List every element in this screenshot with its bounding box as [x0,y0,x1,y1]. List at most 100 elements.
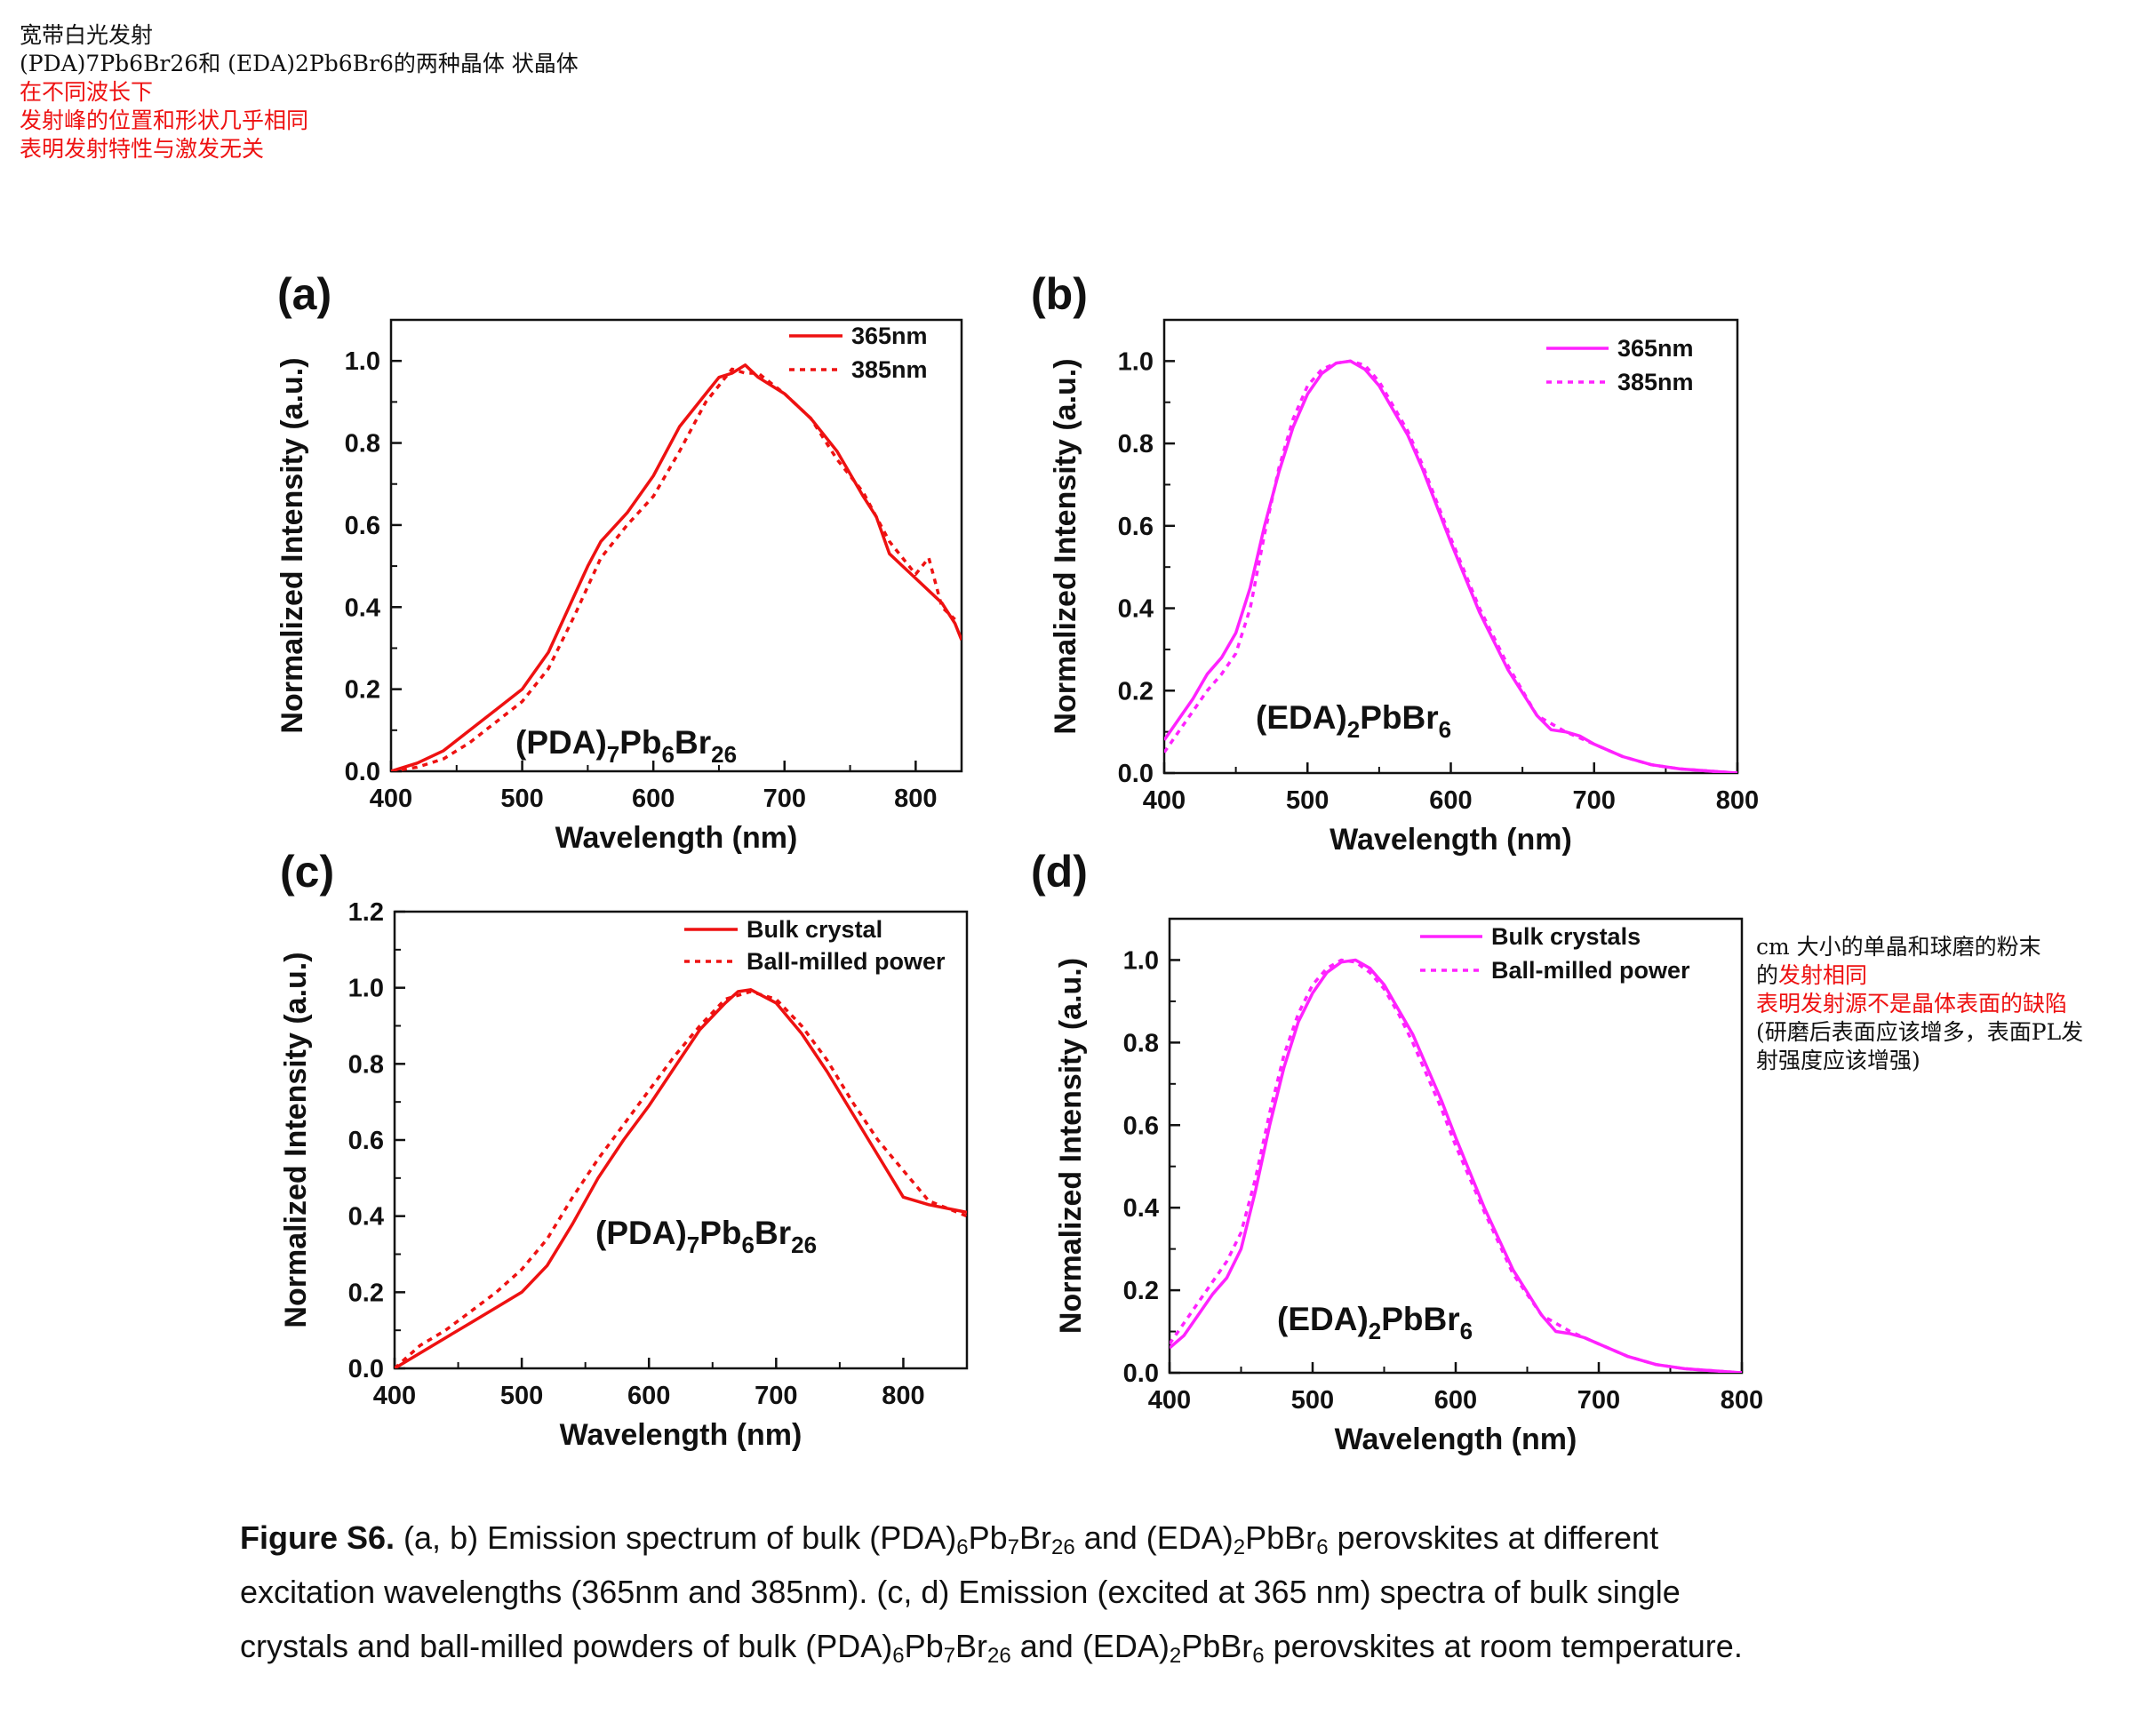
legend-label: 385nm [851,356,928,383]
series-line-2 [395,990,967,1368]
series-line-2 [391,367,956,771]
legend-label: 385nm [1617,369,1694,395]
y-tick-label: 0.0 [345,758,380,786]
x-tick-label: 600 [627,1382,670,1410]
x-tick-label: 400 [1148,1386,1191,1415]
note-line: cm 大小的单晶和球磨的粉末 [1756,934,2041,960]
x-tick-label: 700 [1577,1386,1620,1415]
x-tick-label: 700 [755,1382,797,1410]
x-tick-label: 400 [1143,786,1186,815]
caption-line-1: Figure S6. (a, b) Emission spectrum of b… [240,1519,1659,1559]
y-tick-label: 0.6 [345,512,380,540]
x-tick-label: 800 [882,1382,924,1410]
note-line: 表明发射源不是晶体表面的缺陷 [1756,991,2068,1016]
figure-caption: Figure S6. (a, b) Emission spectrum of b… [240,1511,2106,1673]
legend-label: 365nm [851,323,928,349]
x-axis-title: Wavelength (nm) [555,821,798,855]
x-tick-label: 500 [1286,786,1329,815]
y-tick-label: 0.4 [348,1203,384,1232]
note-prefix: 的 [1756,962,1779,988]
series-line-1 [391,363,962,771]
side-annotation-notes: cm 大小的单晶和球磨的粉末 的发射相同 表明发射源不是晶体表面的缺陷 (研磨后… [1756,933,2083,1075]
y-tick-label: 0.8 [348,1050,384,1079]
series-line-1 [1164,359,1737,773]
panel-label: (b) [1031,269,1088,319]
y-tick-label: 1.0 [1118,347,1154,376]
x-tick-label: 400 [370,785,412,813]
x-tick-label: 500 [500,785,543,813]
x-tick-label: 400 [373,1382,416,1410]
x-tick-label: 500 [500,1382,543,1410]
y-tick-label: 0.2 [348,1279,384,1307]
plot-frame [389,318,963,773]
y-tick-label: 0.8 [1123,1029,1159,1057]
compound-label: (EDA)2PbBr6 [1277,1301,1473,1344]
chart-panel-2: 400 500 600 700 800 0.0 0.2 0.4 0.6 0.8 1.0 Wavelen… [1031,269,1759,857]
y-tick-label: 0.0 [1123,1359,1159,1388]
y-tick-label: 1.0 [345,347,380,376]
note-line: 发射峰的位置和形状几乎相同 [20,108,309,133]
y-tick-label: 0.0 [348,1355,384,1383]
x-tick-label: 800 [1721,1386,1763,1415]
legend-label: Ball-milled power [747,948,946,975]
y-tick-label: 0.4 [345,594,380,622]
y-tick-label: 1.0 [1123,946,1159,975]
y-axis-title: Normalized Intensity (a.u.) [279,952,313,1327]
chart-panel-4: 400 500 600 700 800 0.0 0.2 0.4 0.6 0.8 1.0 Wavelen… [1031,847,1763,1456]
x-tick-label: 800 [894,785,937,813]
chart-panel-3: 400 500 600 700 800 0.0 0.2 0.4 0.6 0.8 1.0 1.2 Wave… [279,847,969,1452]
y-tick-label: 0.4 [1123,1194,1159,1223]
compound-label: (PDA)7Pb6Br26 [595,1215,817,1258]
series-line-2 [1164,359,1737,773]
y-axis-title: Normalized Intensity (a.u.) [1054,958,1088,1334]
y-tick-label: 1.0 [348,975,384,1003]
panel-label: (c) [280,847,334,897]
x-axis-title: Wavelength (nm) [1335,1423,1577,1456]
y-tick-label: 0.8 [345,430,380,458]
note-line: 射强度应该增强) [1756,1048,1920,1073]
y-tick-label: 1.2 [348,898,384,927]
y-tick-label: 0.6 [1118,513,1154,541]
panel-label: (d) [1031,847,1088,897]
compound-label: (PDA)7Pb6Br26 [515,724,737,768]
note-line: 表明发射特性与激发无关 [20,136,265,162]
y-axis-title: Normalized Intensity (a.u.) [275,357,309,733]
x-tick-label: 700 [763,785,806,813]
x-tick-label: 600 [632,785,675,813]
chart-panel-1: 400 500 600 700 800 0.0 0.2 0.4 0.6 0.8 1.0 Wavelen… [275,269,963,855]
top-annotation-notes: 宽带白光发射 (PDA)7Pb6Br26和 (EDA)2Pb6Br6的两种晶体 … [20,21,579,163]
y-tick-label: 0.6 [348,1127,384,1155]
legend-label: Ball-milled power [1491,957,1690,984]
y-tick-label: 0.2 [1118,677,1154,706]
y-tick-label: 0.2 [1123,1277,1159,1305]
legend-label: 365nm [1617,335,1694,362]
caption-line-3: crystals and ball-milled powders of bulk… [240,1628,1743,1668]
legend-label: Bulk crystals [1491,923,1641,950]
note-line: 的发射相同 [1756,961,2083,990]
x-tick-label: 600 [1434,1386,1477,1415]
x-axis-title: Wavelength (nm) [1330,823,1572,857]
note-highlight: 发射相同 [1778,962,1868,988]
caption-label: Figure S6. [240,1519,395,1556]
note-line: (研磨后表面应该增多，表面PL发 [1756,1019,2084,1045]
caption-line-2: excitation wavelengths (365nm and 385nm)… [240,1574,1681,1610]
series-line-1 [395,988,967,1368]
y-axis-title: Normalized Intensity (a.u.) [1049,358,1082,734]
panel-label: (a) [277,269,331,319]
note-line: 宽带白光发射 [20,22,154,48]
y-tick-label: 0.4 [1118,595,1154,624]
x-tick-label: 700 [1573,786,1616,815]
y-tick-label: 0.2 [345,676,380,705]
x-tick-label: 500 [1291,1386,1334,1415]
y-tick-label: 0.8 [1118,430,1154,458]
x-axis-title: Wavelength (nm) [560,1418,803,1452]
y-tick-label: 0.6 [1123,1112,1159,1140]
y-tick-label: 0.0 [1118,760,1154,788]
x-tick-label: 800 [1716,786,1759,815]
note-line: 在不同波长下 [20,79,154,105]
legend-label: Bulk crystal [747,916,882,943]
series-line-1 [1170,958,1742,1373]
note-line: (PDA)7Pb6Br26和 (EDA)2Pb6Br6的两种晶体 状晶体 [20,51,579,76]
plot-frame [393,910,969,1370]
